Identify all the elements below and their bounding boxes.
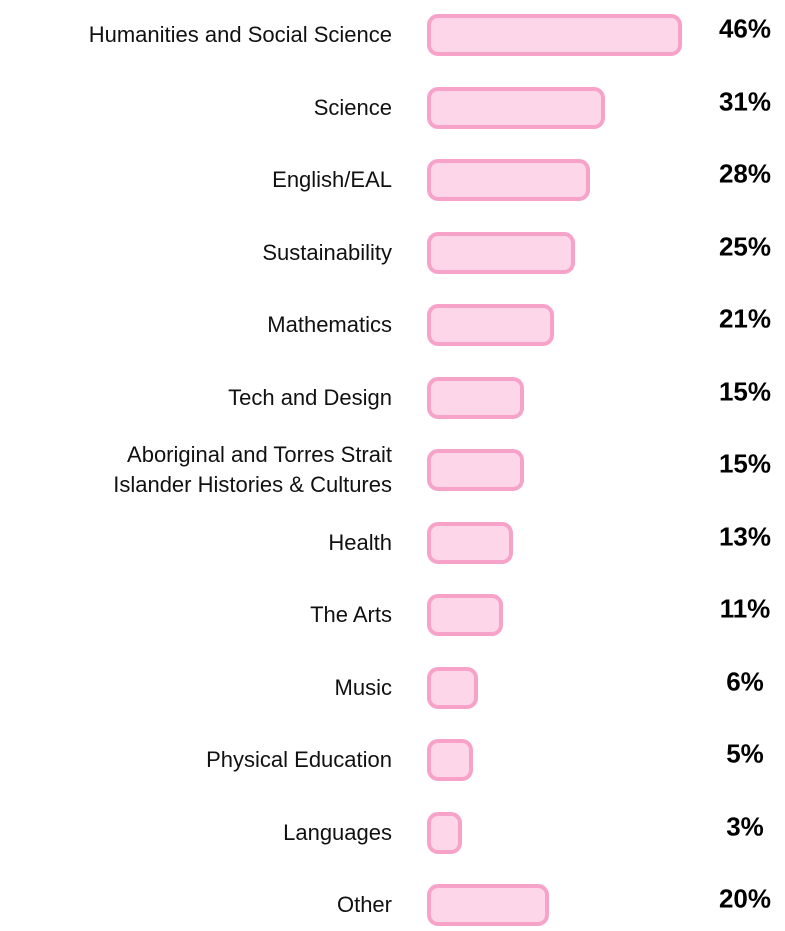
category-label: English/EAL [272, 167, 392, 192]
bar [427, 159, 590, 201]
value-label: 6% [726, 666, 764, 696]
value-label: 13% [718, 521, 772, 551]
category-label: Science [313, 94, 392, 120]
bar [427, 739, 473, 781]
value-label: 21% [718, 303, 772, 334]
value-label: 3% [726, 811, 764, 841]
bar [427, 86, 606, 129]
bar [427, 521, 514, 564]
bar [427, 449, 524, 491]
category-label: Humanities and Social Science [88, 22, 392, 47]
category-label: The Arts [310, 602, 392, 627]
value-label: 25% [718, 231, 772, 261]
category-label: Tech and Design [228, 384, 392, 410]
value-label: 15% [718, 448, 772, 479]
category-label: Mathematics [267, 312, 392, 337]
category-label: Languages [283, 819, 392, 845]
value-label: 5% [726, 738, 764, 769]
category-label: Physical Education [206, 747, 392, 772]
value-label: 11% [719, 593, 771, 624]
category-label: Aboriginal and Torres Strait Islander Hi… [113, 442, 392, 497]
value-label: 15% [718, 376, 772, 406]
value-label: 31% [718, 86, 772, 116]
value-label: 20% [718, 883, 772, 914]
bar [427, 14, 682, 56]
category-label: Sustainability [262, 239, 392, 265]
bar [427, 231, 575, 274]
bar [427, 594, 504, 636]
bar [427, 811, 463, 854]
category-label: Health [328, 529, 392, 555]
bar [427, 304, 555, 346]
value-label: 28% [718, 158, 772, 189]
value-label: 46% [718, 13, 772, 44]
bar [427, 884, 549, 926]
bar [427, 666, 478, 709]
category-label: Music [334, 674, 392, 700]
bar [427, 376, 524, 419]
category-label: Other [336, 892, 392, 917]
